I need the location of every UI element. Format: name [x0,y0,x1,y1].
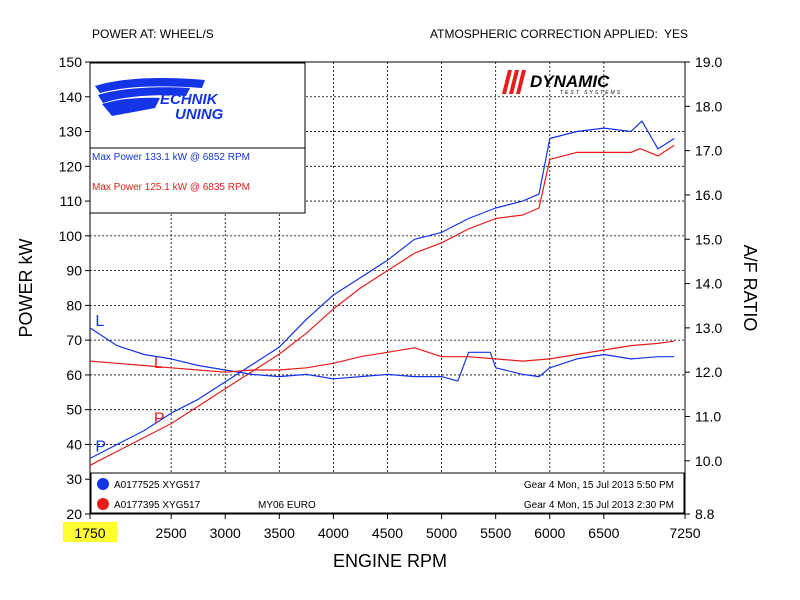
curve-label: L [154,355,163,372]
max-power-red: Max Power 125.1 kW @ 6835 RPM [92,182,250,193]
x-tick-label: 4000 [318,525,349,541]
y2-tick-label: 16.0 [695,187,722,203]
x-tick-label: 6000 [534,525,565,541]
y2-tick-label: 18.0 [695,98,722,114]
y-tick-label: 150 [59,54,83,70]
y2-tick-label: 13.0 [695,320,722,336]
y2-tick-label: 19.0 [695,54,722,70]
svg-text:UNING: UNING [175,106,224,123]
legend-detail: Gear 4 Mon, 15 Jul 2013 2:30 PM [524,500,674,511]
curve-labels: L P L P [95,313,164,455]
series-lines [89,120,675,466]
legend-id: A0177525 XYG517 [114,480,201,491]
left-axis-ticks: 20 30 40 50 60 70 80 90 100 110 120 130 140 150 [59,54,90,522]
series-line-left-1 [89,144,675,466]
legend-extra: MY06 EURO [258,500,316,511]
y2-axis-title: A/F RATIO [740,245,760,332]
y2-tick-label: 15.0 [695,231,722,247]
grid [90,62,685,514]
y-tick-label: 20 [66,506,82,522]
x-tick-label: 5500 [480,525,511,541]
atmospheric-correction-value: YES [664,27,689,41]
power-at-label: POWER AT: WHEEL/S [92,27,214,41]
y-tick-label: 40 [66,436,82,452]
y-tick-label: 100 [59,228,83,244]
series-line-right-2 [89,327,675,382]
x-tick-label: 4500 [372,525,403,541]
y-tick-label: 90 [66,263,82,279]
legend-box [90,472,685,514]
x-tick-label: 3000 [210,525,241,541]
y2-tick-label: 17.0 [695,143,722,159]
dynamic-logo-subtext: TEST SYSTEMS [560,90,622,96]
y-tick-label: 60 [66,367,82,383]
x-tick-label: 2500 [156,525,187,541]
max-power-blue: Max Power 133.1 kW @ 6852 RPM [92,152,250,163]
y-tick-label: 110 [60,193,83,209]
x-tick-label: 7250 [669,525,700,541]
curve-label: L [95,313,104,330]
atmospheric-correction-label: ATMOSPHERIC CORRECTION APPLIED: [430,27,658,41]
dynamic-logo-text: DYNAMIC [530,72,610,91]
y2-tick-label: 10.0 [695,453,722,469]
curve-label: P [95,438,106,455]
x-tick-label: 3500 [264,525,295,541]
y2-tick-label: 12.0 [695,364,722,380]
legend-swatch [97,478,109,490]
series-line-right-3 [89,340,675,373]
technik-tuning-logo: ECHNIK UNING [95,78,224,123]
y-tick-label: 30 [66,471,82,487]
legend-id: A0177395 XYG517 [114,500,201,511]
legend-swatch [97,498,109,510]
x-axis-title: ENGINE RPM [333,551,447,571]
y-tick-label: 120 [59,158,83,174]
y-tick-label: 130 [59,124,83,140]
right-axis-ticks: 8.8 10.0 11.0 12.0 13.0 14.0 15.0 16.0 17.0 18.0 1… [685,54,722,522]
svg-text:ECHNIK: ECHNIK [160,91,219,108]
legend-detail: Gear 4 Mon, 15 Jul 2013 5:50 PM [524,480,674,491]
dynamic-logo: DYNAMIC TEST SYSTEMS [502,70,622,96]
y-tick-label: 140 [59,89,83,105]
x-tick-highlight [63,522,117,542]
y-tick-label: 80 [66,297,82,313]
x-tick-label: 1750 [74,525,105,541]
y2-tick-label: 11.0 [695,409,721,425]
series-line-left-0 [89,120,675,459]
x-tick-label: 6500 [588,525,619,541]
legend: A0177525 XYG517 Gear 4 Mon, 15 Jul 2013 5… [97,478,674,511]
y-tick-label: 70 [66,332,82,348]
x-axis-ticks: 1750 2500 3000 3500 4000 4500 5000 5500 6000 6500… [63,514,701,542]
y2-tick-label: 8.8 [695,506,715,522]
y-tick-label: 50 [66,402,82,418]
x-tick-label: 5000 [426,525,457,541]
curve-label: P [154,411,165,428]
y2-tick-label: 14.0 [695,276,722,292]
y-axis-title: POWER kW [16,238,36,337]
